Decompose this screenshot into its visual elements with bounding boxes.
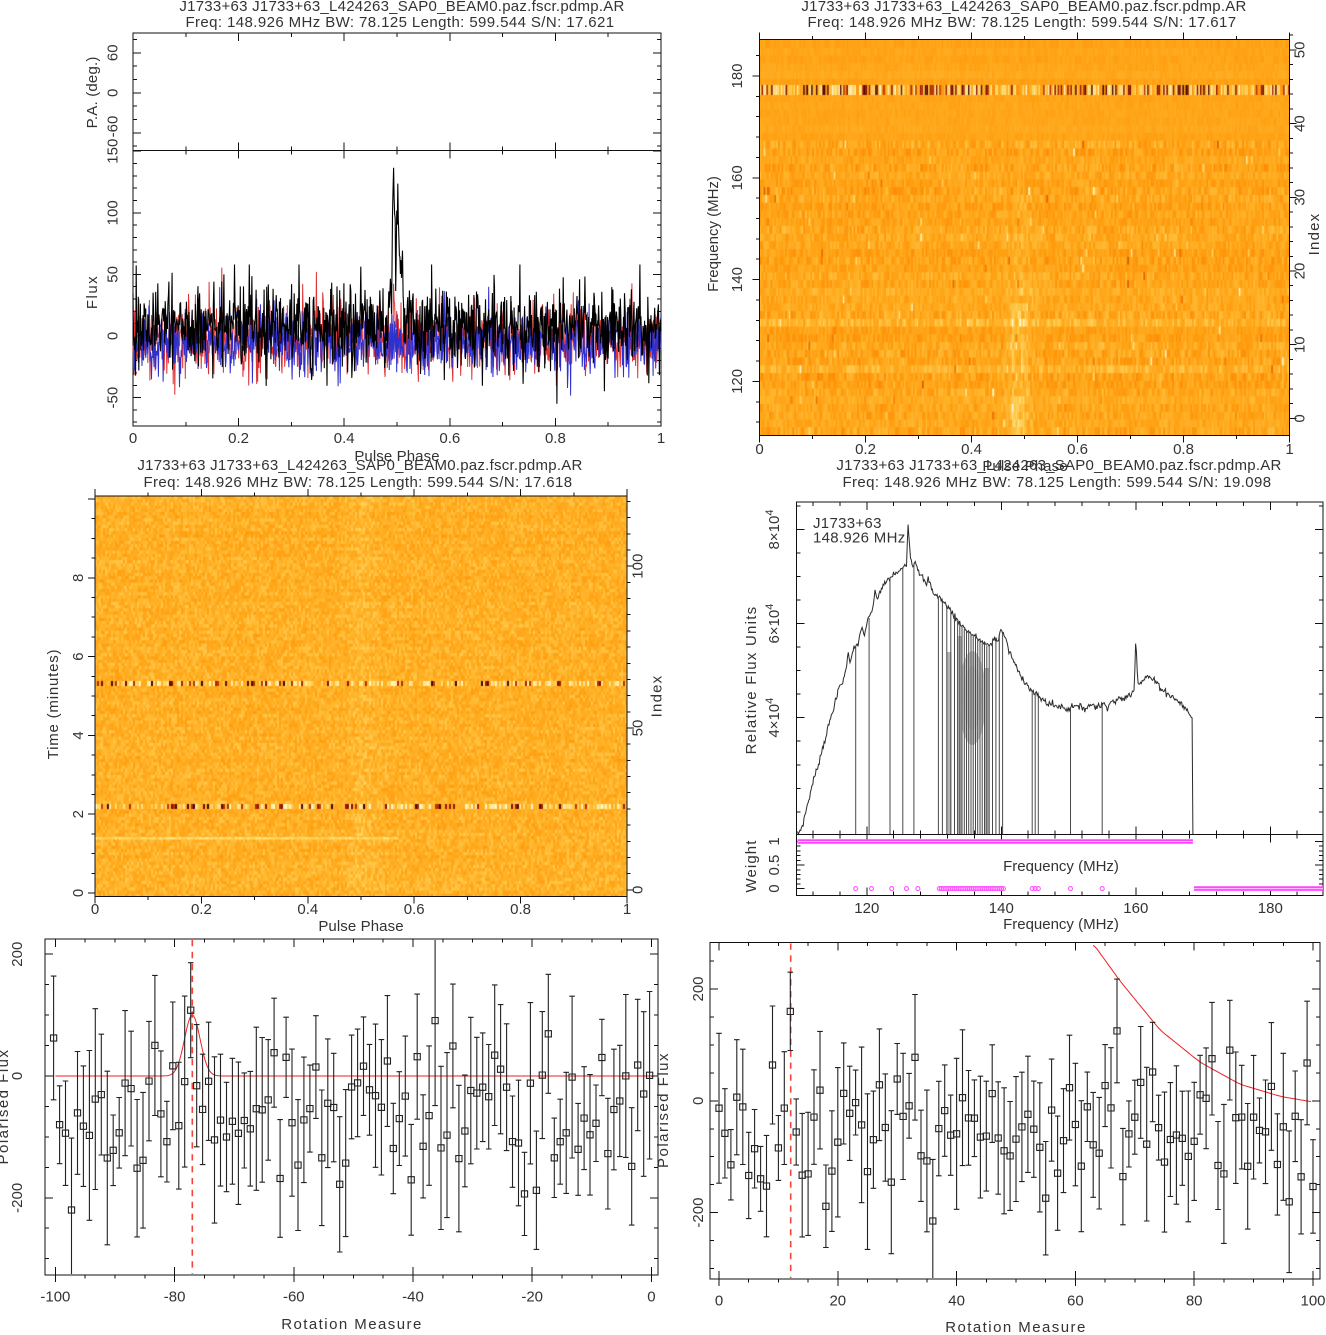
svg-text:Polarised Flux: Polarised Flux [0,1048,12,1164]
svg-text:50: 50 [1292,42,1309,59]
svg-text:0.4: 0.4 [961,441,982,458]
svg-text:0: 0 [647,1289,655,1306]
svg-text:0.8: 0.8 [510,901,531,918]
svg-text:160: 160 [729,165,746,190]
svg-text:-50: -50 [105,387,122,409]
svg-text:0.8: 0.8 [1173,441,1194,458]
svg-text:6×104: 6×104 [764,604,783,644]
svg-text:0: 0 [690,1097,707,1105]
svg-text:80: 80 [1186,1293,1203,1310]
svg-text:Rotation Measure: Rotation Measure [945,1319,1087,1335]
svg-text:20: 20 [829,1293,846,1310]
svg-text:0: 0 [105,332,122,340]
svg-text:-60: -60 [283,1289,305,1306]
svg-text:0.5: 0.5 [766,855,783,876]
svg-text:J1733+63 J1733+63_L424263_SAP0: J1733+63 J1733+63_L424263_SAP0_BEAM0.paz… [137,457,582,474]
svg-text:200: 200 [9,942,26,967]
svg-text:180: 180 [729,63,746,88]
svg-text:Frequency (MHz): Frequency (MHz) [705,176,722,292]
svg-text:0: 0 [70,889,87,897]
svg-text:0.8: 0.8 [545,430,566,447]
svg-text:160: 160 [1123,900,1148,917]
svg-text:Flux: Flux [84,275,101,309]
svg-text:2: 2 [70,810,87,818]
svg-text:Frequency (MHz): Frequency (MHz) [1003,916,1119,933]
svg-text:0: 0 [630,886,647,894]
svg-text:1: 1 [657,430,665,447]
svg-text:6: 6 [70,652,87,660]
svg-text:40: 40 [948,1293,965,1310]
svg-text:100: 100 [1300,1293,1325,1310]
svg-text:Relative Flux Units: Relative Flux Units [743,606,760,755]
svg-text:1: 1 [623,901,631,918]
svg-text:Polarised Flux: Polarised Flux [655,1052,672,1168]
svg-text:140: 140 [729,267,746,292]
svg-text:Index: Index [649,675,666,718]
svg-text:60: 60 [105,44,122,61]
svg-text:-60: -60 [105,116,122,138]
svg-text:Freq: 148.926 MHz BW: 78.125 L: Freq: 148.926 MHz BW: 78.125 Length: 599… [807,14,1236,31]
svg-text:Time (minutes): Time (minutes) [45,649,62,760]
svg-text:Frequency (MHz): Frequency (MHz) [1003,858,1119,875]
svg-text:1: 1 [1285,441,1293,458]
svg-text:4×104: 4×104 [764,698,783,738]
svg-text:0.4: 0.4 [297,901,318,918]
svg-text:0.6: 0.6 [404,901,425,918]
svg-text:50: 50 [630,720,647,737]
svg-text:8: 8 [70,574,87,582]
svg-text:-200: -200 [9,1183,26,1213]
svg-text:Pulse Phase: Pulse Phase [318,918,403,935]
svg-text:8×104: 8×104 [764,510,783,550]
svg-text:-40: -40 [402,1289,424,1306]
svg-text:120: 120 [729,369,746,394]
svg-text:Freq: 148.926 MHz BW: 78.125 L: Freq: 148.926 MHz BW: 78.125 Length: 599… [842,474,1271,491]
svg-text:0: 0 [715,1293,723,1310]
svg-text:30: 30 [1292,189,1309,206]
svg-text:P.A. (deg.): P.A. (deg.) [84,56,101,128]
svg-text:0: 0 [105,89,122,97]
svg-text:J1733+63: J1733+63 [813,515,882,532]
svg-text:0: 0 [1292,414,1309,422]
svg-text:0: 0 [755,441,763,458]
svg-text:0.2: 0.2 [228,430,249,447]
svg-text:0: 0 [129,430,137,447]
svg-text:148.926 MHz: 148.926 MHz [813,530,906,547]
svg-text:0.6: 0.6 [439,430,460,447]
svg-text:J1733+63 J1733+63_L424263_SAP0: J1733+63 J1733+63_L424263_SAP0_BEAM0.paz… [836,457,1281,474]
svg-text:-200: -200 [690,1198,707,1228]
svg-text:Weight: Weight [743,839,760,892]
svg-text:Pulse Phase: Pulse Phase [982,458,1067,475]
svg-text:-80: -80 [164,1289,186,1306]
svg-text:Freq: 148.926 MHz BW: 78.125 L: Freq: 148.926 MHz BW: 78.125 Length: 599… [143,474,572,491]
svg-text:J1733+63 J1733+63_L424263_SAP0: J1733+63 J1733+63_L424263_SAP0_BEAM0.paz… [801,0,1246,15]
svg-text:20: 20 [1292,263,1309,280]
svg-text:-100: -100 [40,1289,70,1306]
svg-text:100: 100 [630,554,647,579]
svg-text:0: 0 [91,901,99,918]
svg-text:Rotation Measure: Rotation Measure [281,1316,423,1333]
svg-text:120: 120 [854,900,879,917]
svg-text:180: 180 [1258,900,1283,917]
svg-text:Pulse Phase: Pulse Phase [354,448,439,465]
svg-text:100: 100 [105,200,122,225]
svg-text:140: 140 [989,900,1014,917]
svg-text:0.6: 0.6 [1067,441,1088,458]
svg-text:200: 200 [690,976,707,1001]
svg-text:-20: -20 [521,1289,543,1306]
svg-text:10: 10 [1292,336,1309,353]
svg-text:60: 60 [1067,1293,1084,1310]
svg-text:4: 4 [70,731,87,739]
svg-text:0: 0 [9,1072,26,1080]
svg-text:0.4: 0.4 [334,430,355,447]
svg-text:0: 0 [766,884,783,892]
svg-text:50: 50 [105,266,122,283]
svg-text:40: 40 [1292,115,1309,132]
svg-text:J1733+63 J1733+63_L424263_SAP0: J1733+63 J1733+63_L424263_SAP0_BEAM0.paz… [179,0,624,15]
svg-text:150: 150 [105,139,122,164]
svg-text:0.2: 0.2 [855,441,876,458]
svg-text:0.2: 0.2 [191,901,212,918]
svg-text:Index: Index [1306,213,1323,256]
svg-text:1: 1 [766,837,783,845]
svg-text:Freq: 148.926 MHz BW: 78.125 L: Freq: 148.926 MHz BW: 78.125 Length: 599… [185,14,614,31]
